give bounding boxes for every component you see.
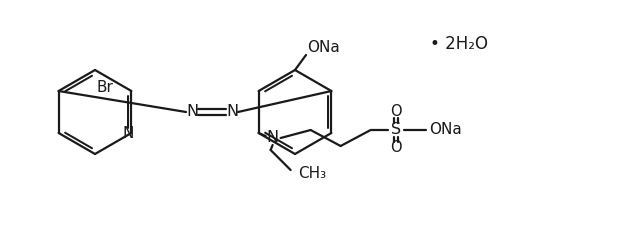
Text: CH₃: CH₃ <box>299 166 326 180</box>
Text: N: N <box>226 104 238 120</box>
Text: Br: Br <box>97 79 113 95</box>
Text: O: O <box>390 104 401 120</box>
Text: O: O <box>390 140 401 156</box>
Text: N: N <box>186 104 198 120</box>
Text: ONa: ONa <box>307 41 339 55</box>
Text: • 2H₂O: • 2H₂O <box>430 35 488 53</box>
Text: N: N <box>267 131 278 145</box>
Text: ONa: ONa <box>429 122 462 138</box>
Text: N: N <box>123 126 134 140</box>
Text: S: S <box>390 122 401 138</box>
